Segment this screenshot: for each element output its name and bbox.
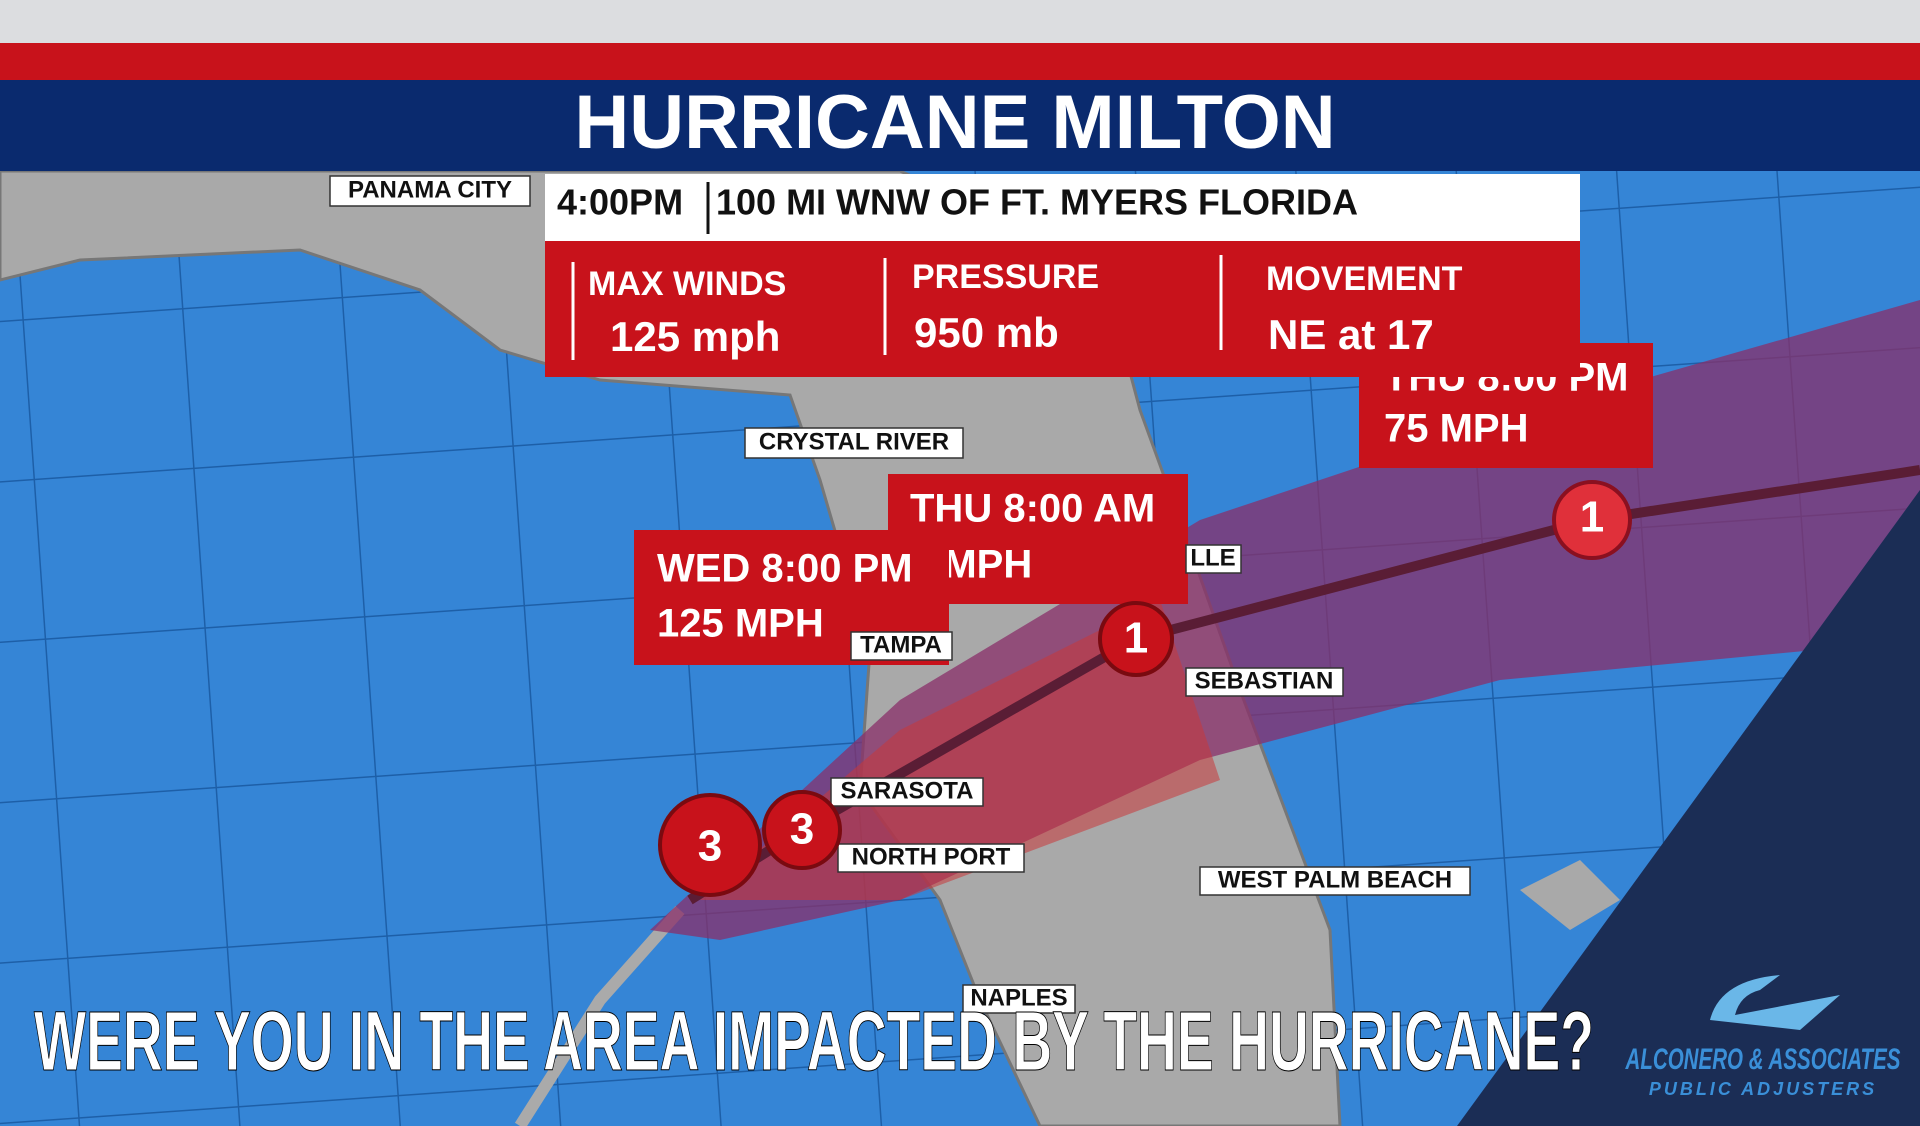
stat-value: 125 mph [610,313,780,360]
stat-value: 950 mb [914,309,1059,356]
forecast-time: THU 8:00 AM [910,487,1155,531]
city: WEST PALM BEACH [1218,866,1452,893]
city-box [850,631,953,661]
island [1520,860,1620,930]
stat-label: MAX WINDS [588,265,786,303]
forecast-wind: 75 MPH [1384,407,1529,451]
corner-panel [1457,490,1920,1126]
city: CRYSTAL RIVER [759,428,949,455]
city: SEBASTIAN [1195,667,1334,694]
storm-marker [762,790,842,870]
logo-mark [1710,975,1840,1030]
city-box [1199,866,1471,896]
red-band [0,43,1920,80]
stats-box [545,241,1580,377]
storm-marker [658,793,762,897]
info-location: 100 MI WNW OF FT. MYERS FLORIDA [716,182,1358,223]
stat-label: MOVEMENT [1266,260,1463,298]
city-box [962,984,1076,1014]
city: PANAMA CITY [348,176,512,203]
caption: WERE YOU IN THE AREA IMPACTED BY THE HUR… [34,994,1594,1088]
storm-category: 3 [698,822,722,871]
logo-tagline: PUBLIC ADJUSTERS [1649,1079,1877,1099]
forecast-wind: 125 MPH [657,602,824,646]
city: LLE [1190,544,1235,571]
city: NORTH PORT [852,843,1011,870]
stat-value: NE at 17 [1268,311,1434,358]
city-box [1185,667,1344,697]
city-box [329,175,531,207]
blue-band [0,80,1920,171]
title: HURRICANE MILTON [574,80,1335,165]
storm-category: 3 [790,805,814,854]
city: SARASOTA [841,777,974,804]
logo-name: ALCONERO & ASSOCIATES [1625,1043,1901,1076]
forecast-time: WED 8:00 PM [657,547,913,591]
top-strip [0,0,1920,43]
city-box [830,777,984,807]
info-time: 4:00PM [557,182,683,223]
storm-category: 1 [1124,614,1148,663]
past-track [514,906,685,1126]
storm-marker [1098,601,1174,677]
city: NAPLES [970,984,1067,1011]
city-box [744,427,964,459]
city: TAMPA [860,631,942,658]
info-bar [545,174,1580,241]
city-box [1185,544,1242,574]
city-box [837,843,1025,873]
stat-label: PRESSURE [912,258,1099,296]
storm-category: 1 [1580,493,1604,542]
storm-marker [1552,480,1632,560]
